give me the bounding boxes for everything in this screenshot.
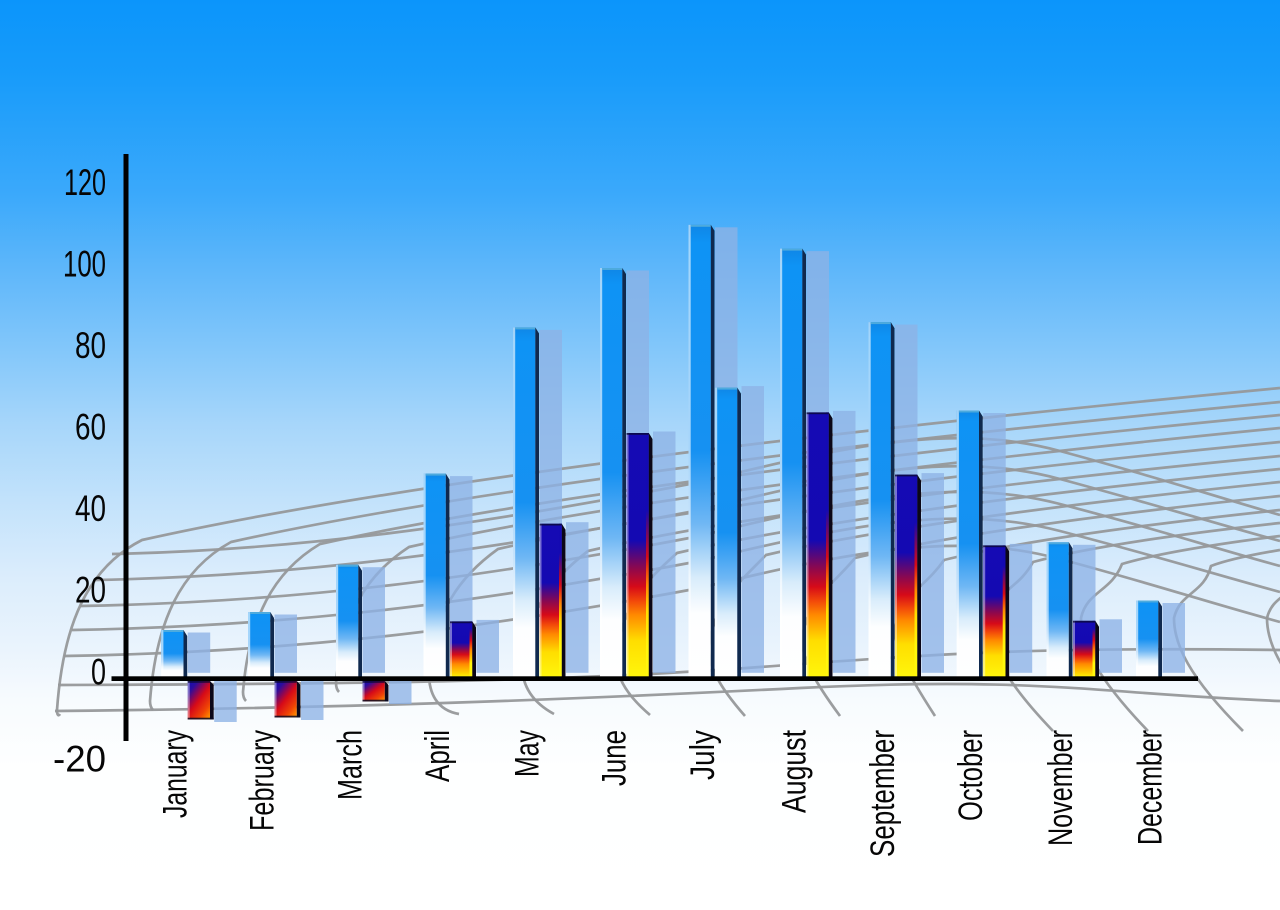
svg-text:20: 20 (75, 570, 106, 611)
svg-text:-20: -20 (53, 739, 106, 780)
svg-text:April: April (419, 730, 457, 782)
svg-text:0: 0 (91, 651, 106, 692)
svg-text:80: 80 (75, 325, 106, 366)
svg-text:November: November (1042, 730, 1080, 846)
svg-text:December: December (1131, 730, 1169, 845)
svg-text:July: July (684, 730, 722, 780)
svg-text:August: August (775, 730, 813, 813)
svg-text:September: September (864, 730, 902, 857)
svg-text:40: 40 (75, 488, 106, 529)
svg-text:October: October (952, 730, 990, 821)
svg-text:120: 120 (64, 162, 106, 203)
svg-text:60: 60 (75, 407, 106, 448)
svg-text:March: March (331, 730, 369, 800)
svg-text:May: May (508, 730, 546, 777)
svg-text:February: February (243, 730, 281, 831)
svg-text:January: January (157, 730, 195, 818)
svg-text:100: 100 (63, 244, 106, 285)
svg-text:June: June (595, 730, 633, 786)
